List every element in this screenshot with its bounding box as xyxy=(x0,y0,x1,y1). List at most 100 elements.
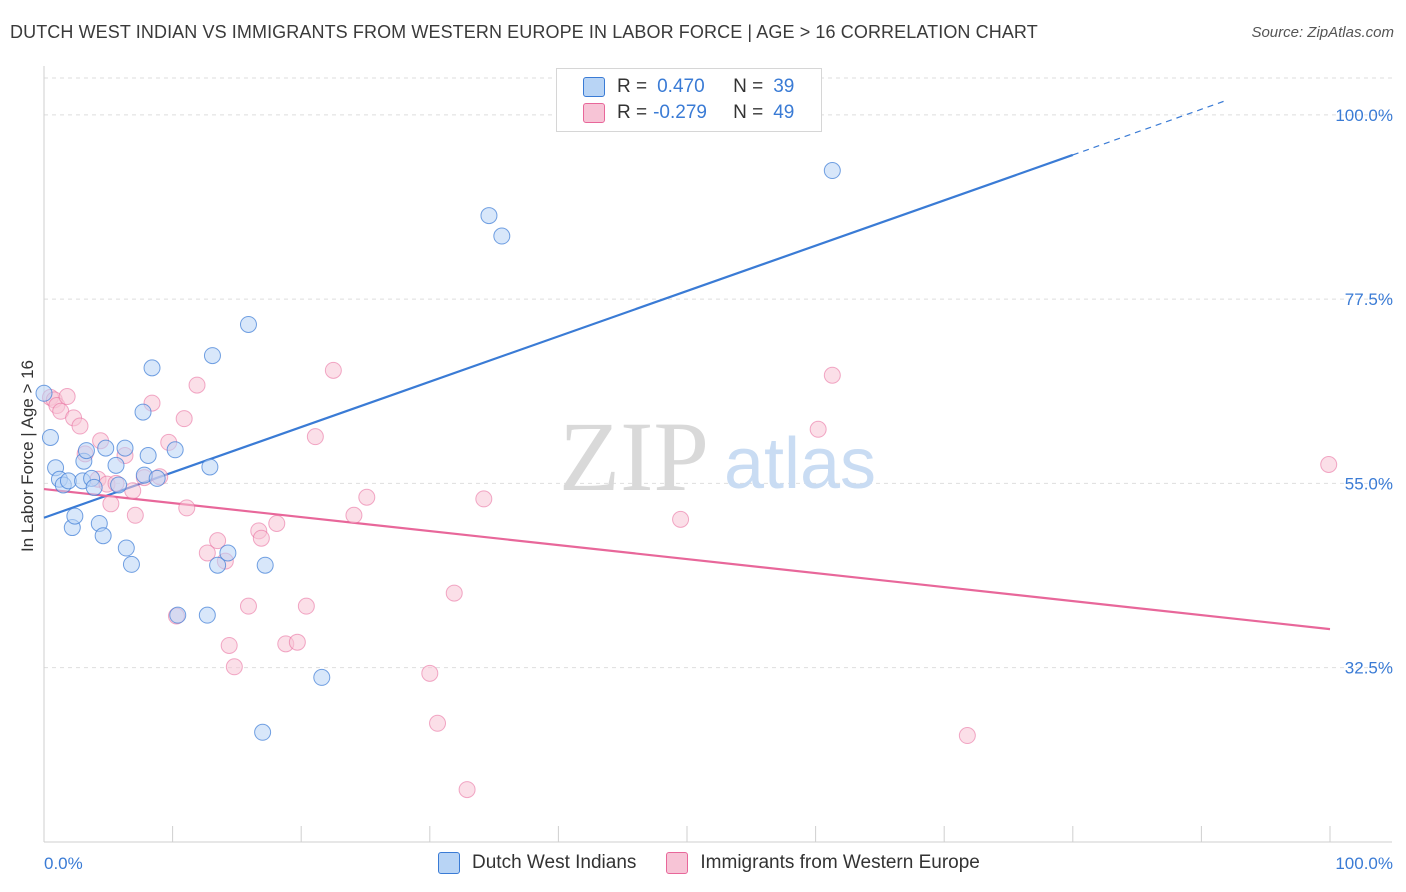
point-dutch-west-indians xyxy=(117,539,135,557)
point-dutch-west-indians xyxy=(110,476,128,494)
legend-label: Immigrants from Western Europe xyxy=(700,852,980,873)
chart-title: DUTCH WEST INDIAN VS IMMIGRANTS FROM WES… xyxy=(10,22,1038,42)
point-immigrants-western-europe xyxy=(306,428,324,446)
point-dutch-west-indians xyxy=(77,442,95,460)
point-immigrants-western-europe xyxy=(268,514,286,532)
point-dutch-west-indians xyxy=(198,606,216,624)
legend-swatch-blue xyxy=(438,852,460,874)
y-tick-label: 100.0% xyxy=(1335,106,1393,125)
point-immigrants-western-europe xyxy=(58,388,76,406)
y-tick-label: 32.5% xyxy=(1345,659,1393,678)
point-immigrants-western-europe xyxy=(1320,456,1338,474)
trendline-extension-dutch-west-indians xyxy=(1072,99,1228,156)
point-immigrants-western-europe xyxy=(475,490,493,508)
source-label: Source: ZipAtlas.com xyxy=(1251,24,1394,41)
correlation-legend: R = 0.470 N = 39 R = -0.279 N = 49 xyxy=(556,68,822,132)
point-immigrants-western-europe xyxy=(324,361,342,379)
y-tick-label: 55.0% xyxy=(1345,474,1393,493)
point-dutch-west-indians xyxy=(219,544,237,562)
series-legend: Dutch West Indians Immigrants from Weste… xyxy=(438,852,1010,874)
point-dutch-west-indians xyxy=(169,606,187,624)
point-dutch-west-indians xyxy=(254,723,272,741)
legend-r-value: -0.279 xyxy=(653,102,707,123)
point-immigrants-western-europe xyxy=(239,597,257,615)
point-dutch-west-indians xyxy=(148,469,166,487)
legend-swatch-pink xyxy=(583,103,605,123)
point-dutch-west-indians xyxy=(116,439,134,457)
legend-n-value: 49 xyxy=(773,102,795,123)
point-immigrants-western-europe xyxy=(209,532,227,550)
point-immigrants-western-europe xyxy=(126,506,144,524)
point-immigrants-western-europe xyxy=(458,781,476,799)
legend-n-label: N = xyxy=(733,102,764,123)
legend-swatch-pink xyxy=(666,852,689,874)
point-immigrants-western-europe xyxy=(288,633,306,651)
point-dutch-west-indians xyxy=(143,359,161,377)
point-dutch-west-indians xyxy=(166,441,184,459)
axes xyxy=(43,66,1392,843)
point-dutch-west-indians xyxy=(201,458,219,476)
watermark: ZIP atlas xyxy=(559,401,876,512)
point-immigrants-western-europe xyxy=(358,488,376,506)
point-dutch-west-indians xyxy=(203,347,221,365)
point-dutch-west-indians xyxy=(256,556,274,574)
point-immigrants-western-europe xyxy=(672,510,690,528)
point-dutch-west-indians xyxy=(107,456,125,474)
point-immigrants-western-europe xyxy=(124,482,142,500)
point-immigrants-western-europe xyxy=(175,410,193,428)
legend-swatch-blue xyxy=(583,77,605,97)
point-dutch-west-indians xyxy=(134,403,152,421)
point-dutch-west-indians xyxy=(35,384,53,402)
point-dutch-west-indians xyxy=(480,207,498,225)
point-immigrants-western-europe xyxy=(809,420,827,438)
grid-lines xyxy=(44,77,1392,669)
point-immigrants-western-europe xyxy=(297,597,315,615)
point-immigrants-western-europe xyxy=(71,417,89,435)
legend-r-value: 0.470 xyxy=(657,76,705,97)
y-axis-label: In Labor Force | Age > 16 xyxy=(18,359,37,553)
point-dutch-west-indians xyxy=(239,315,257,333)
point-dutch-west-indians xyxy=(94,527,112,545)
legend-r-label: R = xyxy=(617,102,648,123)
trendline-dutch-west-indians xyxy=(43,153,1074,519)
legend-n-value: 39 xyxy=(773,76,795,97)
point-dutch-west-indians xyxy=(139,446,157,464)
point-immigrants-western-europe xyxy=(220,636,238,654)
point-immigrants-western-europe xyxy=(445,584,463,602)
trend-lines xyxy=(43,99,1331,631)
point-immigrants-western-europe xyxy=(252,529,270,547)
point-immigrants-western-europe xyxy=(823,366,841,384)
point-immigrants-western-europe xyxy=(188,376,206,394)
point-dutch-west-indians xyxy=(493,227,511,245)
point-immigrants-western-europe xyxy=(345,506,363,524)
point-immigrants-western-europe xyxy=(178,499,196,517)
legend-item-immigrants-western-europe: Immigrants from Western Europe xyxy=(666,852,980,874)
point-immigrants-western-europe xyxy=(225,658,243,676)
legend-row-pink: R = -0.279 N = 49 xyxy=(583,101,794,125)
point-dutch-west-indians xyxy=(85,478,103,496)
watermark-zip: ZIP xyxy=(559,401,709,512)
point-dutch-west-indians xyxy=(313,668,331,686)
tick-labels: 32.5% 55.0% 77.5% 100.0% 0.0% 100.0% xyxy=(44,106,1393,873)
x-tick-label: 0.0% xyxy=(44,854,83,873)
legend-label: Dutch West Indians xyxy=(472,852,637,873)
trendline-immigrants-western-europe xyxy=(43,487,1331,631)
point-immigrants-western-europe xyxy=(102,495,120,513)
point-immigrants-western-europe xyxy=(958,727,976,745)
point-dutch-west-indians xyxy=(66,507,84,525)
legend-row-blue: R = 0.470 N = 39 xyxy=(583,75,794,99)
point-immigrants-western-europe xyxy=(198,544,216,562)
point-dutch-west-indians xyxy=(823,162,841,180)
point-dutch-west-indians xyxy=(122,555,140,573)
legend-n-label: N = xyxy=(733,76,764,97)
point-immigrants-western-europe xyxy=(421,664,439,682)
data-points xyxy=(35,162,1338,799)
legend-r-label: R = xyxy=(617,76,648,97)
legend-item-dutch-west-indians: Dutch West Indians xyxy=(438,852,636,874)
point-dutch-west-indians xyxy=(209,556,227,574)
point-dutch-west-indians xyxy=(59,472,77,490)
point-immigrants-western-europe xyxy=(429,714,447,732)
x-tick-label: 100.0% xyxy=(1335,854,1393,873)
point-dutch-west-indians xyxy=(97,439,115,457)
